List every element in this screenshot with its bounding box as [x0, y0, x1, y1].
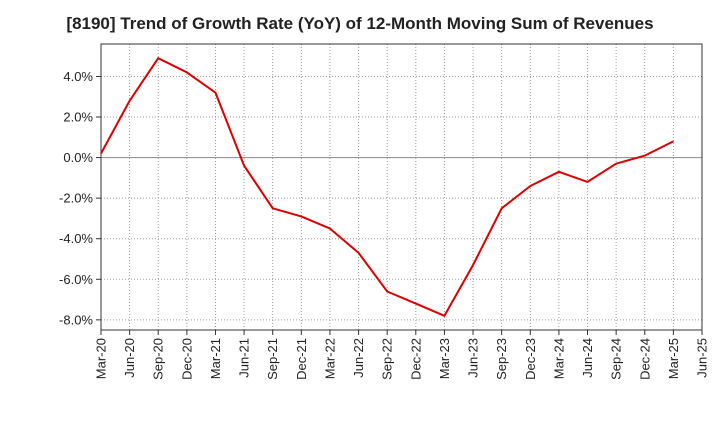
- x-tick-label: Jun-22: [351, 338, 366, 378]
- x-tick-label: Mar-23: [437, 338, 452, 379]
- x-tick-label: Mar-21: [208, 338, 223, 379]
- y-tick-label: 2.0%: [63, 110, 93, 125]
- x-tick-label: Jun-24: [580, 338, 595, 378]
- x-tick-label: Dec-20: [179, 338, 194, 380]
- y-tick-label: -4.0%: [59, 231, 93, 246]
- y-tick-label: -8.0%: [59, 312, 93, 327]
- x-tick-label: Mar-24: [551, 338, 566, 379]
- x-tick-label: Mar-22: [322, 338, 337, 379]
- y-tick-label: -2.0%: [59, 191, 93, 206]
- x-tick-label: Jun-20: [122, 338, 137, 378]
- series-line: [100, 57, 674, 317]
- y-tick-label: -6.0%: [59, 272, 93, 287]
- x-tick-label: Dec-22: [408, 338, 423, 380]
- x-tick-label: Jun-25: [695, 338, 710, 378]
- x-tick-label: Dec-23: [523, 338, 538, 380]
- x-tick-label: Mar-25: [666, 338, 681, 379]
- x-tick-label: Dec-21: [294, 338, 309, 380]
- x-tick-label: Dec-24: [637, 338, 652, 380]
- x-tick-label: Sep-21: [265, 338, 280, 380]
- plot-frame: [100, 43, 703, 331]
- x-tick-label: Sep-22: [380, 338, 395, 380]
- chart-title: [8190] Trend of Growth Rate (YoY) of 12-…: [66, 14, 654, 33]
- x-tick-label: Jun-21: [237, 338, 252, 378]
- x-tick-label: Sep-24: [609, 338, 624, 380]
- x-tick-label: Jun-23: [466, 338, 481, 378]
- y-tick-label: 0.0%: [63, 150, 93, 165]
- x-tick-label: Sep-20: [151, 338, 166, 380]
- plot-background: [101, 44, 702, 330]
- x-tick-label: Sep-23: [494, 338, 509, 380]
- y-tick-label: 4.0%: [63, 69, 93, 84]
- x-tick-label: Mar-20: [94, 338, 109, 379]
